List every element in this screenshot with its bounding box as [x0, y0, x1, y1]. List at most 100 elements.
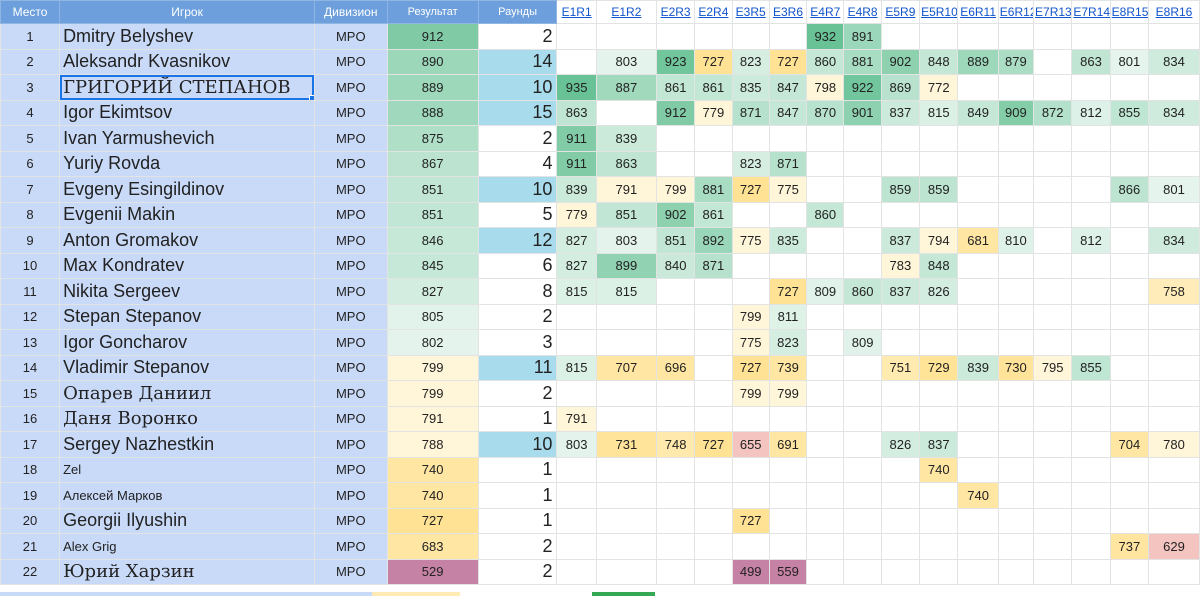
round-score-cell[interactable]: 827 — [556, 227, 597, 254]
round-score-cell[interactable] — [880, 125, 921, 152]
round-score-cell[interactable] — [556, 329, 597, 356]
round-score-cell[interactable] — [595, 303, 657, 330]
round-score-cell[interactable]: 837 — [919, 431, 959, 458]
round-score-cell[interactable] — [694, 558, 733, 585]
place-cell[interactable]: 18 — [0, 456, 61, 483]
round-score-cell[interactable] — [806, 125, 845, 152]
place-cell[interactable]: 9 — [0, 227, 61, 254]
round-score-cell[interactable] — [806, 227, 845, 254]
round-score-cell[interactable]: 727 — [731, 354, 770, 381]
round-score-cell[interactable]: 730 — [997, 354, 1035, 381]
round-score-cell[interactable]: 834 — [1148, 227, 1200, 254]
round-score-cell[interactable] — [1071, 278, 1111, 305]
fill-handle[interactable] — [308, 94, 314, 100]
round-score-cell[interactable] — [768, 252, 808, 279]
round-score-cell[interactable] — [694, 303, 733, 330]
result-cell[interactable]: 846 — [386, 227, 479, 254]
round-score-cell[interactable]: 881 — [694, 176, 733, 203]
round-score-cell[interactable]: 727 — [694, 48, 733, 75]
round-score-cell[interactable] — [655, 482, 696, 509]
round-score-cell[interactable] — [768, 201, 808, 228]
division-cell[interactable]: MPO — [313, 303, 388, 330]
round-score-cell[interactable]: 869 — [880, 74, 921, 101]
round-score-cell[interactable]: 794 — [919, 227, 959, 254]
round-link[interactable]: E7R13 — [1033, 0, 1073, 24]
round-score-cell[interactable] — [1071, 74, 1111, 101]
round-score-cell[interactable]: 799 — [731, 303, 770, 330]
round-score-cell[interactable] — [1109, 482, 1150, 509]
place-cell[interactable]: 14 — [0, 354, 61, 381]
round-score-cell[interactable]: 912 — [655, 99, 696, 126]
round-score-cell[interactable] — [880, 482, 921, 509]
round-score-cell[interactable]: 681 — [957, 227, 999, 254]
player-name-cell[interactable]: Alex Grig — [59, 533, 315, 560]
round-score-cell[interactable]: 851 — [655, 227, 696, 254]
round-score-cell[interactable] — [1033, 558, 1073, 585]
round-score-cell[interactable]: 859 — [919, 176, 959, 203]
round-score-cell[interactable] — [997, 303, 1035, 330]
round-score-cell[interactable] — [919, 23, 959, 50]
round-score-cell[interactable] — [880, 405, 921, 432]
round-score-cell[interactable] — [1109, 74, 1150, 101]
round-link[interactable]: E8R15 — [1109, 0, 1150, 24]
round-score-cell[interactable]: 871 — [768, 150, 808, 177]
round-score-cell[interactable] — [919, 201, 959, 228]
round-score-cell[interactable] — [1071, 201, 1111, 228]
round-score-cell[interactable] — [1148, 150, 1200, 177]
round-score-cell[interactable] — [997, 329, 1035, 356]
round-score-cell[interactable] — [843, 150, 882, 177]
round-score-cell[interactable]: 779 — [694, 99, 733, 126]
round-score-cell[interactable]: 902 — [655, 201, 696, 228]
division-cell[interactable]: MPO — [313, 48, 388, 75]
round-score-cell[interactable] — [997, 482, 1035, 509]
round-score-cell[interactable]: 863 — [556, 99, 597, 126]
round-score-cell[interactable] — [880, 507, 921, 534]
round-score-cell[interactable]: 740 — [957, 482, 999, 509]
round-score-cell[interactable]: 783 — [880, 252, 921, 279]
round-score-cell[interactable] — [997, 380, 1035, 407]
round-score-cell[interactable] — [595, 482, 657, 509]
round-score-cell[interactable] — [1071, 380, 1111, 407]
round-score-cell[interactable]: 892 — [694, 227, 733, 254]
round-score-cell[interactable] — [957, 74, 999, 101]
round-score-cell[interactable] — [556, 558, 597, 585]
round-score-cell[interactable] — [1033, 533, 1073, 560]
round-score-cell[interactable]: 870 — [806, 99, 845, 126]
place-cell[interactable]: 16 — [0, 405, 61, 432]
round-score-cell[interactable]: 740 — [919, 456, 959, 483]
round-score-cell[interactable] — [843, 558, 882, 585]
round-score-cell[interactable] — [655, 125, 696, 152]
round-score-cell[interactable] — [655, 456, 696, 483]
round-link[interactable]: E8R16 — [1148, 0, 1200, 24]
round-score-cell[interactable] — [768, 23, 808, 50]
round-score-cell[interactable]: 847 — [768, 99, 808, 126]
round-score-cell[interactable]: 861 — [655, 74, 696, 101]
round-score-cell[interactable] — [1033, 125, 1073, 152]
round-link[interactable]: E6R12 — [997, 0, 1035, 24]
round-score-cell[interactable]: 837 — [880, 227, 921, 254]
round-score-cell[interactable] — [1033, 176, 1073, 203]
round-score-cell[interactable] — [1071, 252, 1111, 279]
round-score-cell[interactable]: 727 — [731, 507, 770, 534]
round-score-cell[interactable] — [843, 482, 882, 509]
round-score-cell[interactable]: 823 — [731, 150, 770, 177]
round-score-cell[interactable] — [843, 431, 882, 458]
player-name-cell[interactable]: Опарев Даниил — [59, 380, 315, 407]
round-score-cell[interactable] — [655, 329, 696, 356]
round-score-cell[interactable] — [694, 125, 733, 152]
round-score-cell[interactable] — [1071, 456, 1111, 483]
round-score-cell[interactable] — [1033, 278, 1073, 305]
division-cell[interactable]: MPO — [313, 74, 388, 101]
round-score-cell[interactable]: 849 — [957, 99, 999, 126]
place-cell[interactable]: 20 — [0, 507, 61, 534]
round-score-cell[interactable] — [556, 303, 597, 330]
round-score-cell[interactable] — [880, 558, 921, 585]
round-link[interactable]: E4R8 — [843, 0, 882, 24]
round-score-cell[interactable] — [1033, 329, 1073, 356]
round-score-cell[interactable] — [843, 125, 882, 152]
place-cell[interactable]: 1 — [0, 23, 61, 50]
round-score-cell[interactable]: 887 — [595, 74, 657, 101]
place-cell[interactable]: 19 — [0, 482, 61, 509]
round-score-cell[interactable] — [556, 48, 597, 75]
round-score-cell[interactable] — [997, 201, 1035, 228]
